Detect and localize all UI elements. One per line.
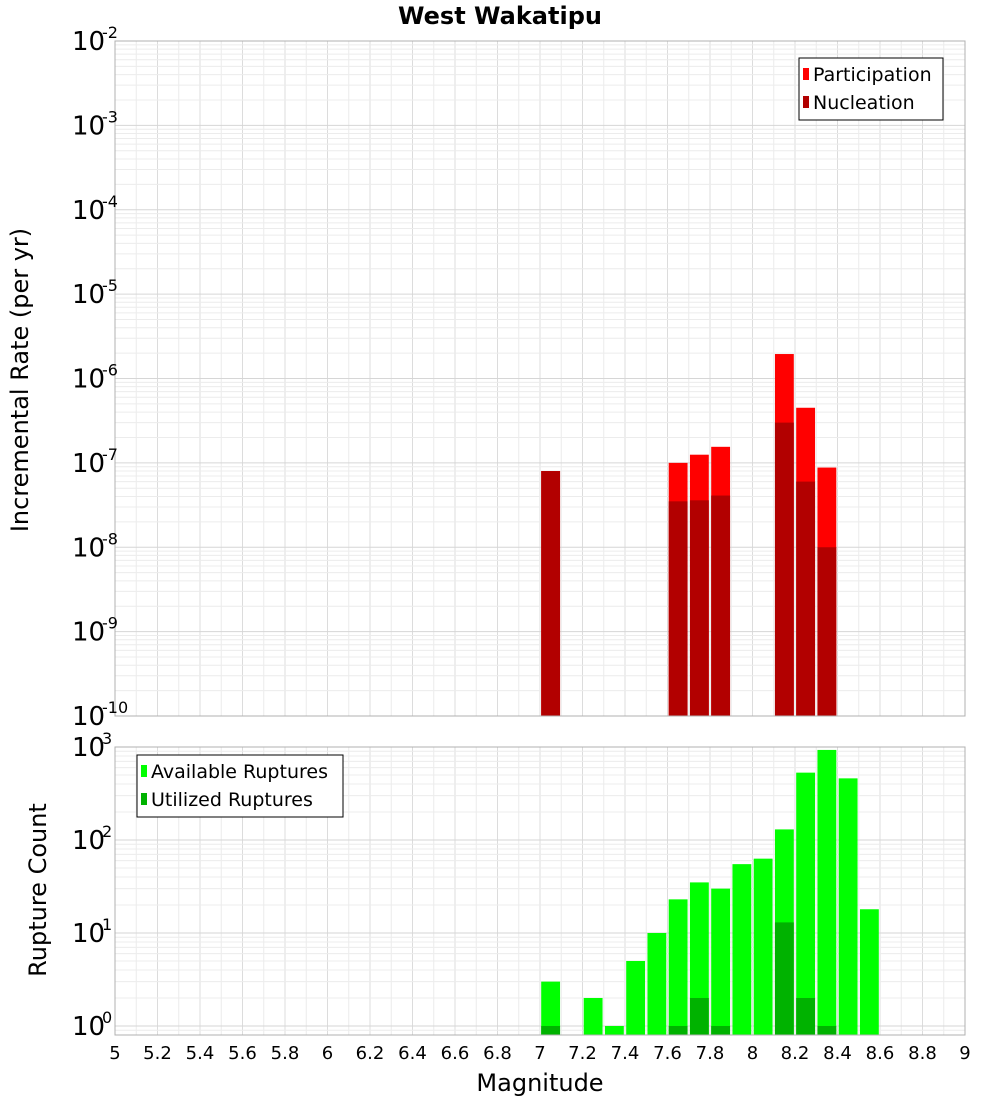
y-tick-label: 10 (72, 449, 105, 479)
x-tick-label: 7.2 (568, 1043, 597, 1064)
y-tick-label: 10 (72, 27, 105, 57)
x-tick-label: 6.4 (398, 1043, 427, 1064)
x-tick-label: 7 (534, 1043, 545, 1064)
plot-frame (114, 40, 966, 717)
x-tick-label: 7.6 (653, 1043, 682, 1064)
x-tick-label: 6 (322, 1043, 333, 1064)
bar-nucleation (689, 500, 709, 716)
bar-available-ruptures (689, 882, 709, 1035)
legend-label: Available Ruptures (151, 761, 328, 783)
y-tick-label: 10 (72, 733, 105, 763)
bar-nucleation (541, 471, 561, 716)
legend-box (136, 754, 344, 818)
bar-available-ruptures (732, 864, 752, 1035)
x-tick-label: 6.8 (483, 1043, 512, 1064)
bar-available-ruptures (541, 981, 561, 1035)
y-tick-label: 10 (72, 533, 105, 563)
y-tick-exponent: 2 (102, 822, 112, 841)
bar-available-ruptures (796, 772, 816, 1035)
legend-swatch (141, 793, 147, 805)
legend-label: Nucleation (813, 92, 915, 114)
x-axis-label: Magnitude (476, 1069, 603, 1097)
bar-utilized-ruptures (711, 1025, 731, 1035)
y-tick-label: 10 (72, 280, 105, 310)
bar-utilized-ruptures (774, 922, 794, 1035)
x-tick-label: 9 (959, 1043, 970, 1064)
bottom-y-axis-label: Rupture Count (24, 803, 52, 977)
y-tick-exponent: -4 (102, 192, 118, 211)
y-tick-exponent: -3 (102, 107, 118, 126)
legend-swatch (141, 765, 147, 777)
x-tick-label: 6.2 (356, 1043, 385, 1064)
bar-utilized-ruptures (541, 1025, 561, 1035)
bar-utilized-ruptures (668, 1025, 688, 1035)
bar-available-ruptures (817, 749, 837, 1035)
y-tick-label: 10 (72, 618, 105, 648)
x-tick-label: 8.2 (781, 1043, 810, 1064)
chart-title: West Wakatipu (398, 2, 602, 30)
bar-nucleation (711, 495, 731, 716)
x-tick-label: 8.8 (908, 1043, 937, 1064)
bar-nucleation (668, 501, 688, 716)
bar-nucleation (817, 547, 837, 716)
y-tick-exponent: 0 (102, 1008, 112, 1027)
x-tick-label: 7.8 (696, 1043, 725, 1064)
rate-panel: 10-210-310-410-510-610-710-810-910-10Par… (72, 23, 966, 732)
y-tick-exponent: -2 (102, 23, 118, 42)
y-tick-exponent: -6 (102, 361, 118, 380)
bar-available-ruptures (668, 899, 688, 1035)
y-tick-exponent: -9 (102, 614, 118, 633)
bar-available-ruptures (583, 997, 603, 1035)
bar-nucleation (796, 481, 816, 716)
x-tick-label: 5.2 (143, 1043, 172, 1064)
x-tick-label: 5.8 (271, 1043, 300, 1064)
legend-swatch (803, 96, 809, 108)
legend-label: Utilized Ruptures (151, 789, 313, 811)
y-tick-exponent: -7 (102, 445, 118, 464)
x-tick-label: 5 (109, 1043, 120, 1064)
x-tick-label: 7.4 (611, 1043, 640, 1064)
legend-swatch (803, 68, 809, 80)
y-tick-label: 10 (72, 196, 105, 226)
y-tick-exponent: -5 (102, 276, 118, 295)
y-tick-exponent: 1 (102, 915, 112, 934)
legend-label: Participation (813, 64, 932, 86)
x-tick-label: 5.6 (228, 1043, 257, 1064)
x-tick-label: 5.4 (186, 1043, 215, 1064)
y-tick-label: 10 (72, 111, 105, 141)
y-tick-label: 10 (72, 365, 105, 395)
y-tick-label: 10 (72, 1012, 105, 1042)
y-tick-label: 10 (72, 826, 105, 856)
y-tick-exponent: -8 (102, 529, 118, 548)
y-tick-label: 10 (72, 702, 105, 732)
x-tick-label: 8.6 (866, 1043, 895, 1064)
bar-utilized-ruptures (817, 1025, 837, 1035)
x-tick-label: 6.6 (441, 1043, 470, 1064)
bar-utilized-ruptures (796, 997, 816, 1035)
bar-utilized-ruptures (689, 997, 709, 1035)
bar-available-ruptures (626, 960, 646, 1035)
bar-available-ruptures (753, 858, 773, 1035)
plot-frame (114, 746, 966, 1036)
bar-available-ruptures (859, 909, 879, 1035)
x-tick-label: 8 (747, 1043, 758, 1064)
y-tick-label: 10 (72, 919, 105, 949)
y-tick-exponent: -10 (102, 698, 128, 717)
y-tick-exponent: 3 (102, 729, 112, 748)
x-tick-label: 8.4 (823, 1043, 852, 1064)
bar-available-ruptures (647, 932, 667, 1035)
bar-available-ruptures (604, 1025, 624, 1035)
bar-available-ruptures (838, 778, 858, 1035)
legend-box (798, 57, 944, 121)
top-y-axis-label: Incremental Rate (per yr) (6, 228, 34, 532)
bar-available-ruptures (711, 888, 731, 1035)
bar-nucleation (774, 422, 794, 716)
